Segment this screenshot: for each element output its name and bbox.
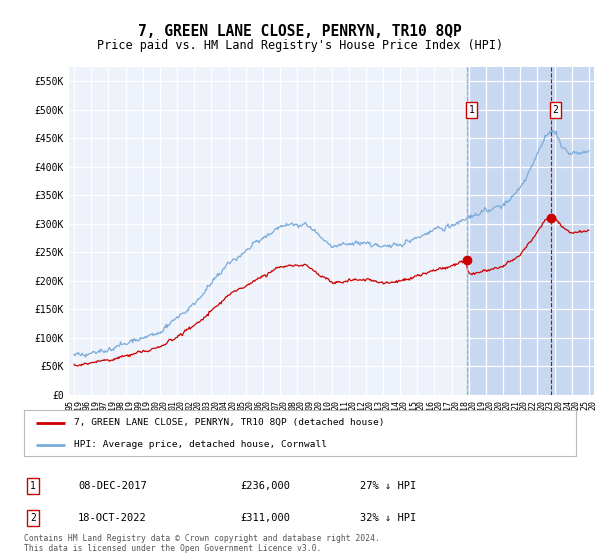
Text: 1: 1 [30,481,36,491]
Text: 7, GREEN LANE CLOSE, PENRYN, TR10 8QP: 7, GREEN LANE CLOSE, PENRYN, TR10 8QP [138,24,462,39]
Text: Contains HM Land Registry data © Crown copyright and database right 2024.
This d: Contains HM Land Registry data © Crown c… [24,534,380,553]
Text: 2: 2 [30,513,36,523]
Text: 27% ↓ HPI: 27% ↓ HPI [360,481,416,491]
Text: 7, GREEN LANE CLOSE, PENRYN, TR10 8QP (detached house): 7, GREEN LANE CLOSE, PENRYN, TR10 8QP (d… [74,418,384,427]
Text: £236,000: £236,000 [240,481,290,491]
Text: Price paid vs. HM Land Registry's House Price Index (HPI): Price paid vs. HM Land Registry's House … [97,39,503,52]
Text: HPI: Average price, detached house, Cornwall: HPI: Average price, detached house, Corn… [74,440,326,450]
Text: £311,000: £311,000 [240,513,290,523]
Text: 32% ↓ HPI: 32% ↓ HPI [360,513,416,523]
Text: 18-OCT-2022: 18-OCT-2022 [78,513,147,523]
Text: 2: 2 [552,105,558,115]
Bar [467,67,594,395]
Text: 08-DEC-2017: 08-DEC-2017 [78,481,147,491]
Text: 1: 1 [469,105,475,115]
